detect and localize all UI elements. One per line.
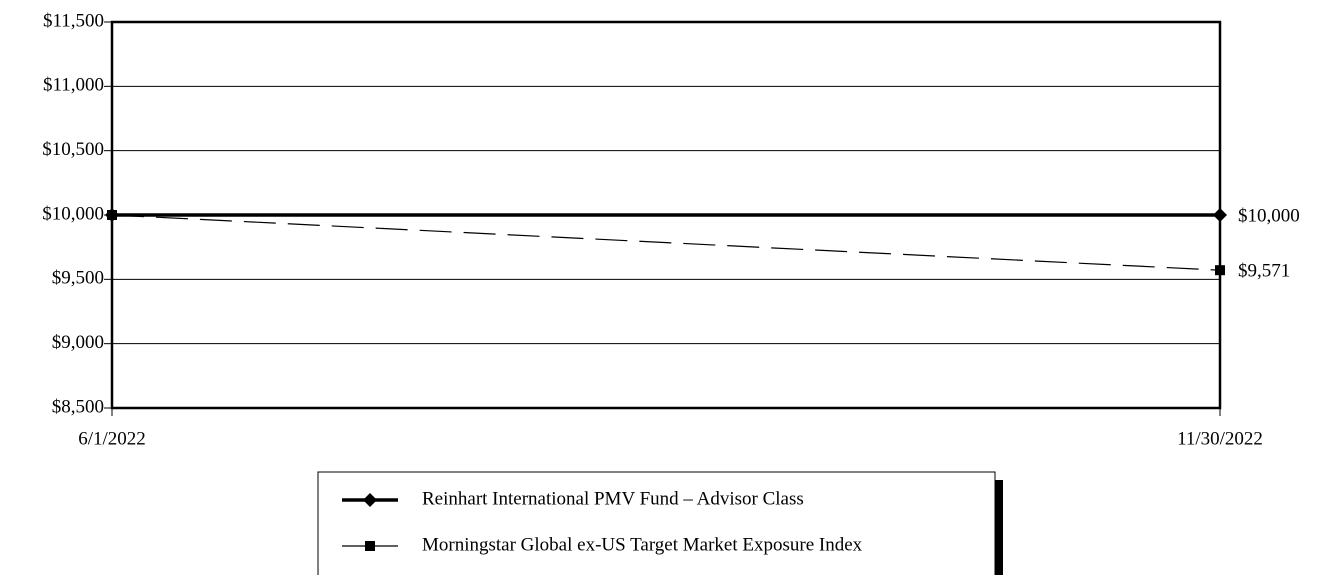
data-point xyxy=(105,208,119,222)
legend-marker xyxy=(365,541,375,551)
y-tick-label: $10,500 xyxy=(42,139,104,160)
y-tick-label: $9,000 xyxy=(52,332,104,353)
series-line xyxy=(111,214,1221,271)
value-label: $10,000 xyxy=(1238,205,1300,226)
legend-label: Morningstar Global ex-US Target Market E… xyxy=(422,534,863,555)
data-point xyxy=(1215,265,1225,276)
legend-box xyxy=(317,471,996,575)
y-tick-label: $9,500 xyxy=(52,268,104,289)
y-tick-label: $11,000 xyxy=(43,75,104,96)
y-tick-label: $10,000 xyxy=(42,203,104,224)
x-tick-label: 6/1/2022 xyxy=(78,428,146,449)
legend-label: Reinhart International PMV Fund – Adviso… xyxy=(422,488,804,509)
y-tick-label: $11,500 xyxy=(43,10,104,31)
value-label: $9,571 xyxy=(1238,261,1290,282)
legend-marker xyxy=(363,493,377,507)
legend-shadow xyxy=(995,480,1003,575)
x-tick-label: 11/30/2022 xyxy=(1177,428,1263,449)
y-tick-label: $8,500 xyxy=(52,396,104,417)
data-point xyxy=(1213,208,1227,222)
